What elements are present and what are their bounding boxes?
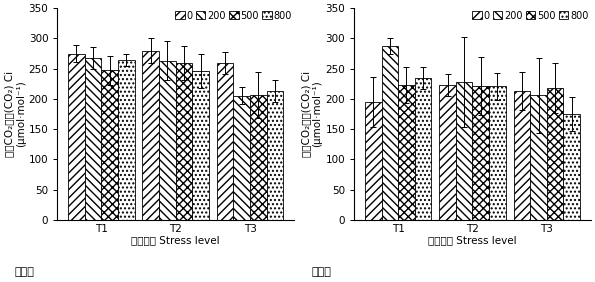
Bar bbox=[398, 85, 415, 220]
Bar bbox=[365, 102, 381, 220]
Bar bbox=[563, 114, 580, 220]
Legend: 0, 200, 500, 800: 0, 200, 500, 800 bbox=[470, 9, 591, 23]
Bar bbox=[192, 71, 209, 220]
Bar bbox=[142, 50, 159, 220]
Bar bbox=[159, 61, 176, 220]
Bar bbox=[472, 86, 489, 220]
X-axis label: 胁迫梯度 Stress level: 胁迫梯度 Stress level bbox=[131, 235, 220, 246]
Y-axis label: 胞间CO₂浓度(CO₂) Ci
(μmol·mol⁻¹): 胞间CO₂浓度(CO₂) Ci (μmol·mol⁻¹) bbox=[4, 71, 26, 157]
Bar bbox=[530, 95, 547, 220]
Bar bbox=[547, 88, 563, 220]
Text: 黑麦草: 黑麦草 bbox=[15, 266, 35, 277]
Bar bbox=[176, 63, 192, 220]
Bar bbox=[267, 91, 283, 220]
Bar bbox=[101, 70, 118, 220]
Bar bbox=[68, 54, 84, 220]
Bar bbox=[513, 91, 530, 220]
Legend: 0, 200, 500, 800: 0, 200, 500, 800 bbox=[173, 9, 294, 23]
Bar bbox=[233, 96, 250, 220]
Bar bbox=[381, 46, 398, 220]
Bar bbox=[84, 58, 101, 220]
Bar bbox=[415, 78, 431, 220]
Bar bbox=[489, 86, 506, 220]
Bar bbox=[217, 63, 233, 220]
Bar bbox=[118, 60, 134, 220]
X-axis label: 胁迫梯度 Stress level: 胁迫梯度 Stress level bbox=[428, 235, 517, 246]
Bar bbox=[456, 82, 472, 220]
Text: 高羊茅: 高羊茅 bbox=[312, 266, 331, 277]
Y-axis label: 胞间CO₂浓度(CO₂) Ci
(μmol·mol⁻¹): 胞间CO₂浓度(CO₂) Ci (μmol·mol⁻¹) bbox=[301, 71, 322, 157]
Bar bbox=[250, 95, 267, 220]
Bar bbox=[439, 85, 456, 220]
